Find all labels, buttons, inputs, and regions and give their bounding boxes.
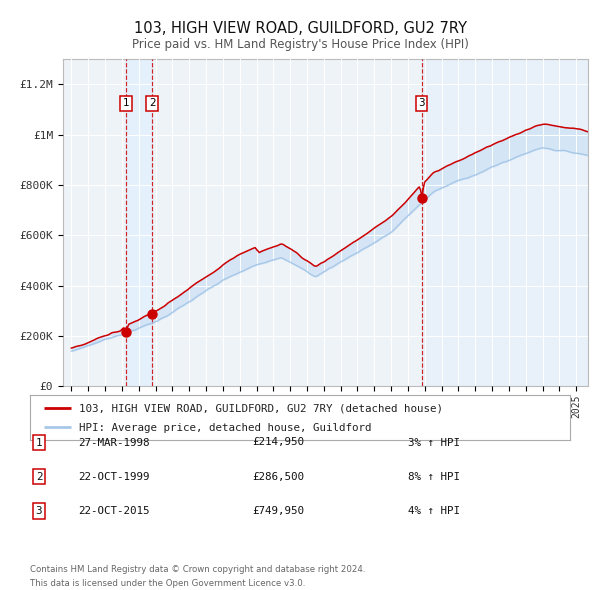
Text: Contains HM Land Registry data © Crown copyright and database right 2024.: Contains HM Land Registry data © Crown c… — [30, 565, 365, 574]
Text: 1: 1 — [36, 438, 42, 447]
Text: 3: 3 — [36, 506, 42, 516]
Text: This data is licensed under the Open Government Licence v3.0.: This data is licensed under the Open Gov… — [30, 579, 305, 588]
Text: 103, HIGH VIEW ROAD, GUILDFORD, GU2 7RY (detached house): 103, HIGH VIEW ROAD, GUILDFORD, GU2 7RY … — [79, 404, 443, 414]
Text: 8% ↑ HPI: 8% ↑ HPI — [408, 472, 460, 481]
Text: 3% ↑ HPI: 3% ↑ HPI — [408, 438, 460, 447]
Text: HPI: Average price, detached house, Guildford: HPI: Average price, detached house, Guil… — [79, 423, 371, 433]
Bar — [422, 59, 588, 386]
Text: 22-OCT-2015: 22-OCT-2015 — [78, 506, 149, 516]
Text: 22-OCT-1999: 22-OCT-1999 — [78, 472, 149, 481]
Bar — [126, 59, 152, 386]
Text: 3: 3 — [418, 98, 425, 108]
Text: 103, HIGH VIEW ROAD, GUILDFORD, GU2 7RY: 103, HIGH VIEW ROAD, GUILDFORD, GU2 7RY — [133, 21, 467, 35]
Text: £749,950: £749,950 — [252, 506, 304, 516]
Text: 2: 2 — [149, 98, 155, 108]
Text: £286,500: £286,500 — [252, 472, 304, 481]
Text: 1: 1 — [122, 98, 129, 108]
Text: 2: 2 — [36, 472, 42, 481]
Text: 4% ↑ HPI: 4% ↑ HPI — [408, 506, 460, 516]
Text: £214,950: £214,950 — [252, 438, 304, 447]
Text: Price paid vs. HM Land Registry's House Price Index (HPI): Price paid vs. HM Land Registry's House … — [131, 38, 469, 51]
Text: 27-MAR-1998: 27-MAR-1998 — [78, 438, 149, 447]
